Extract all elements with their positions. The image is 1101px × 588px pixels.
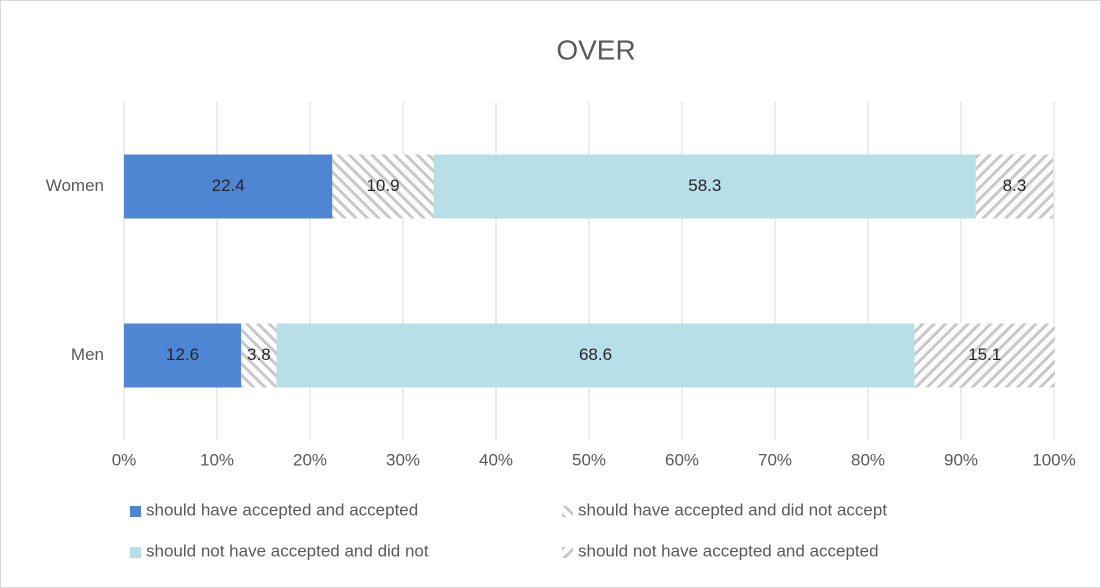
x-tick-label: 90% [944, 450, 978, 469]
x-tick-label: 30% [386, 450, 420, 469]
x-tick-label: 70% [758, 450, 792, 469]
x-tick-label: 100% [1032, 450, 1075, 469]
bar-segment [241, 323, 277, 388]
legend-marker [130, 506, 141, 517]
bar-segment [433, 154, 976, 219]
x-tick-label: 50% [572, 450, 606, 469]
x-tick-label: 0% [112, 450, 137, 469]
bar-segment [124, 323, 242, 388]
x-tick-label: 40% [479, 450, 513, 469]
data-label: 10.9 [366, 176, 399, 195]
data-label: 68.6 [579, 345, 612, 364]
data-label: 15.1 [968, 345, 1001, 364]
bar-segment [975, 154, 1054, 219]
x-tick-label: 20% [293, 450, 327, 469]
chart-title: OVER [556, 34, 635, 65]
y-tick-label: Men [71, 345, 104, 364]
data-label: 8.3 [1003, 176, 1027, 195]
legend-label: should not have accepted and did not [146, 541, 429, 560]
y-tick-label: Women [46, 176, 104, 195]
legend-marker [562, 506, 573, 517]
bar-segment [276, 323, 915, 388]
bar-segment [914, 323, 1055, 388]
bar-segment [332, 154, 434, 219]
x-tick-label: 60% [665, 450, 699, 469]
legend-label: should not have accepted and accepted [578, 541, 879, 560]
legend-label: should have accepted and did not accept [578, 500, 887, 519]
bar-segment [124, 154, 333, 219]
data-label: 12.6 [166, 345, 199, 364]
legend-label: should have accepted and accepted [146, 500, 418, 519]
data-label: 22.4 [212, 176, 245, 195]
legend-marker [130, 547, 141, 558]
legend-marker [562, 547, 573, 558]
x-tick-label: 10% [200, 450, 234, 469]
data-label: 58.3 [688, 176, 721, 195]
data-label: 3.8 [247, 345, 271, 364]
x-tick-label: 80% [851, 450, 885, 469]
